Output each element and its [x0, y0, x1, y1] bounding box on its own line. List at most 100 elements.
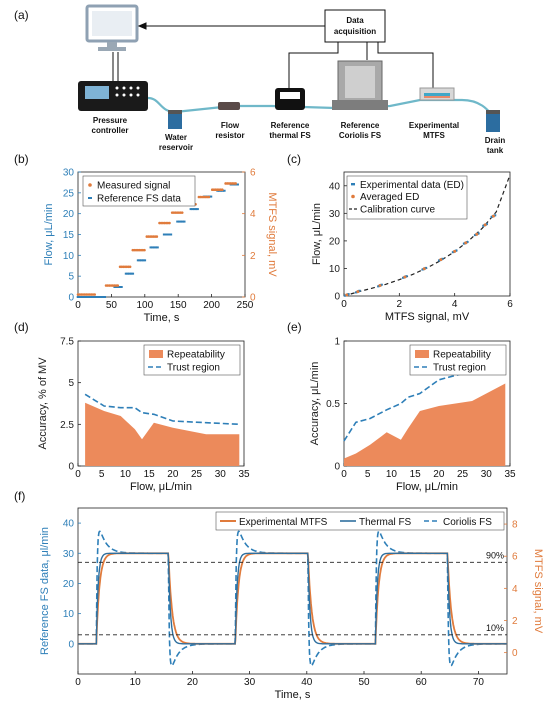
- water-reservoir-label-2: reservoir: [159, 143, 193, 152]
- x-tick-label: 20: [433, 469, 445, 480]
- y2-tick-label: 2: [512, 616, 518, 627]
- averaged-ed-point: [464, 241, 468, 245]
- legend-label-reference: Reference FS data: [97, 194, 181, 205]
- reference-point: [162, 233, 166, 236]
- legend-b: Measured signal Reference FS data: [82, 175, 196, 207]
- x-tick-label: 0: [341, 469, 347, 480]
- legend-label-coriolis: Coriolis FS: [443, 517, 492, 528]
- x-tick-label: 40: [301, 677, 313, 688]
- legend-label-thermal: Thermal FS: [359, 517, 412, 528]
- legend-box: [346, 175, 468, 220]
- y-axis-label: Flow, μL/min: [311, 203, 323, 265]
- measured-point: [116, 284, 120, 287]
- reference-point: [152, 246, 156, 249]
- y-tick-label: 0: [334, 292, 340, 303]
- reference-point: [136, 259, 140, 262]
- reference-point: [177, 220, 181, 223]
- x-tick-label: 30: [215, 469, 227, 480]
- y-tick-label: 15: [63, 230, 75, 241]
- y2-tick-label: 6: [512, 552, 518, 563]
- reference-point: [115, 286, 118, 288]
- drain-tank-label-2: tank: [487, 146, 504, 155]
- chart-e: 0 5 10 15 20 25 30 35 0 0.5 1 Flow, μL/min Accuracy,…: [309, 337, 516, 494]
- reference-point: [96, 296, 100, 298]
- legend-label-cal: Calibration curve: [360, 205, 435, 216]
- y-tick-label: 10: [63, 609, 75, 620]
- y2-tick-label: 4: [250, 209, 256, 220]
- y-tick-label: 40: [63, 519, 75, 530]
- reference-point: [101, 296, 105, 298]
- x-tick-label: 0: [75, 677, 81, 688]
- reference-point: [151, 246, 154, 249]
- reference-point: [76, 296, 80, 298]
- x-tick-label: 2: [397, 299, 403, 310]
- y-tick-label: 30: [329, 209, 341, 220]
- reference-point: [80, 296, 83, 298]
- panel-label-b: (b): [14, 152, 29, 166]
- x-tick-label: 100: [136, 300, 153, 311]
- y-tick-label: 0: [68, 639, 74, 650]
- reference-point: [126, 272, 130, 275]
- y-axis-label: Flow, μL/min: [43, 204, 55, 266]
- reference-point: [166, 233, 169, 236]
- reference-point: [209, 195, 213, 198]
- reference-point: [93, 296, 96, 298]
- legend-label-trust: Trust region: [433, 363, 486, 374]
- panel-label-c: (c): [287, 152, 301, 166]
- measured-point: [143, 248, 146, 252]
- y-tick-label: 30: [63, 168, 75, 179]
- plot-frame: [343, 171, 511, 297]
- reference-point: [86, 296, 90, 298]
- mtfs-label: Experimental: [409, 121, 459, 130]
- reference-point: [103, 296, 107, 298]
- reference-point: [131, 272, 135, 275]
- reference-point: [222, 189, 226, 192]
- ed-point: [493, 214, 497, 217]
- y-axis-label: Accuracy, μL/min: [309, 362, 321, 446]
- reference-point: [179, 220, 183, 223]
- x-axis-label: Time, s: [275, 689, 311, 701]
- reference-point: [182, 220, 186, 223]
- x-tick-label: 10: [120, 469, 132, 480]
- measured-point: [180, 211, 184, 214]
- reference-point: [181, 220, 184, 223]
- x-tick-label: 6: [507, 299, 513, 310]
- y-tick-label: 10: [329, 264, 341, 275]
- chart-c: 0 2 4 6 0 10 20 30 40 MTFS signal, mV Flow, μL/min…: [311, 171, 513, 323]
- reference-point: [196, 208, 199, 211]
- data-acquisition-box: [324, 9, 386, 43]
- reference-point: [91, 296, 95, 298]
- averaged-ed-point: [453, 249, 457, 253]
- x-tick-label: 35: [504, 469, 516, 480]
- reference-point: [143, 259, 147, 262]
- x-tick-label: 15: [410, 469, 422, 480]
- x-tick-label: 25: [457, 469, 469, 480]
- reference-point: [154, 246, 158, 249]
- experimental-mtfs-line: [78, 552, 507, 645]
- reference-point: [156, 246, 159, 249]
- reference-point: [138, 259, 142, 262]
- water-reservoir-label: Water: [165, 133, 187, 142]
- reference-point: [81, 296, 85, 298]
- reference-point: [192, 208, 196, 211]
- legend-label-avg: Averaged ED: [360, 192, 419, 203]
- legend-box: [82, 175, 196, 207]
- data-acquisition-label-2: acquisition: [334, 27, 376, 36]
- x-tick-label: 10: [130, 677, 142, 688]
- panel-label-e: (e): [287, 320, 302, 334]
- flow-resistor-icon: [218, 102, 240, 110]
- x-tick-label: 30: [244, 677, 256, 688]
- x-tick-label: 150: [170, 300, 187, 311]
- averaged-ed-point: [345, 293, 349, 297]
- averaged-ed-point: [403, 275, 407, 279]
- measured-point: [234, 182, 237, 185]
- reference-point: [100, 296, 103, 298]
- y-tick-label: 20: [63, 579, 75, 590]
- y2-axis-label: MTFS signal, mV: [532, 549, 544, 634]
- legend-label-repeatability: Repeatability: [167, 350, 225, 361]
- ed-point: [358, 289, 361, 292]
- reference-point: [113, 286, 117, 288]
- plot-frame: [77, 507, 508, 675]
- x-axis-label: Flow, μL/min: [396, 481, 458, 493]
